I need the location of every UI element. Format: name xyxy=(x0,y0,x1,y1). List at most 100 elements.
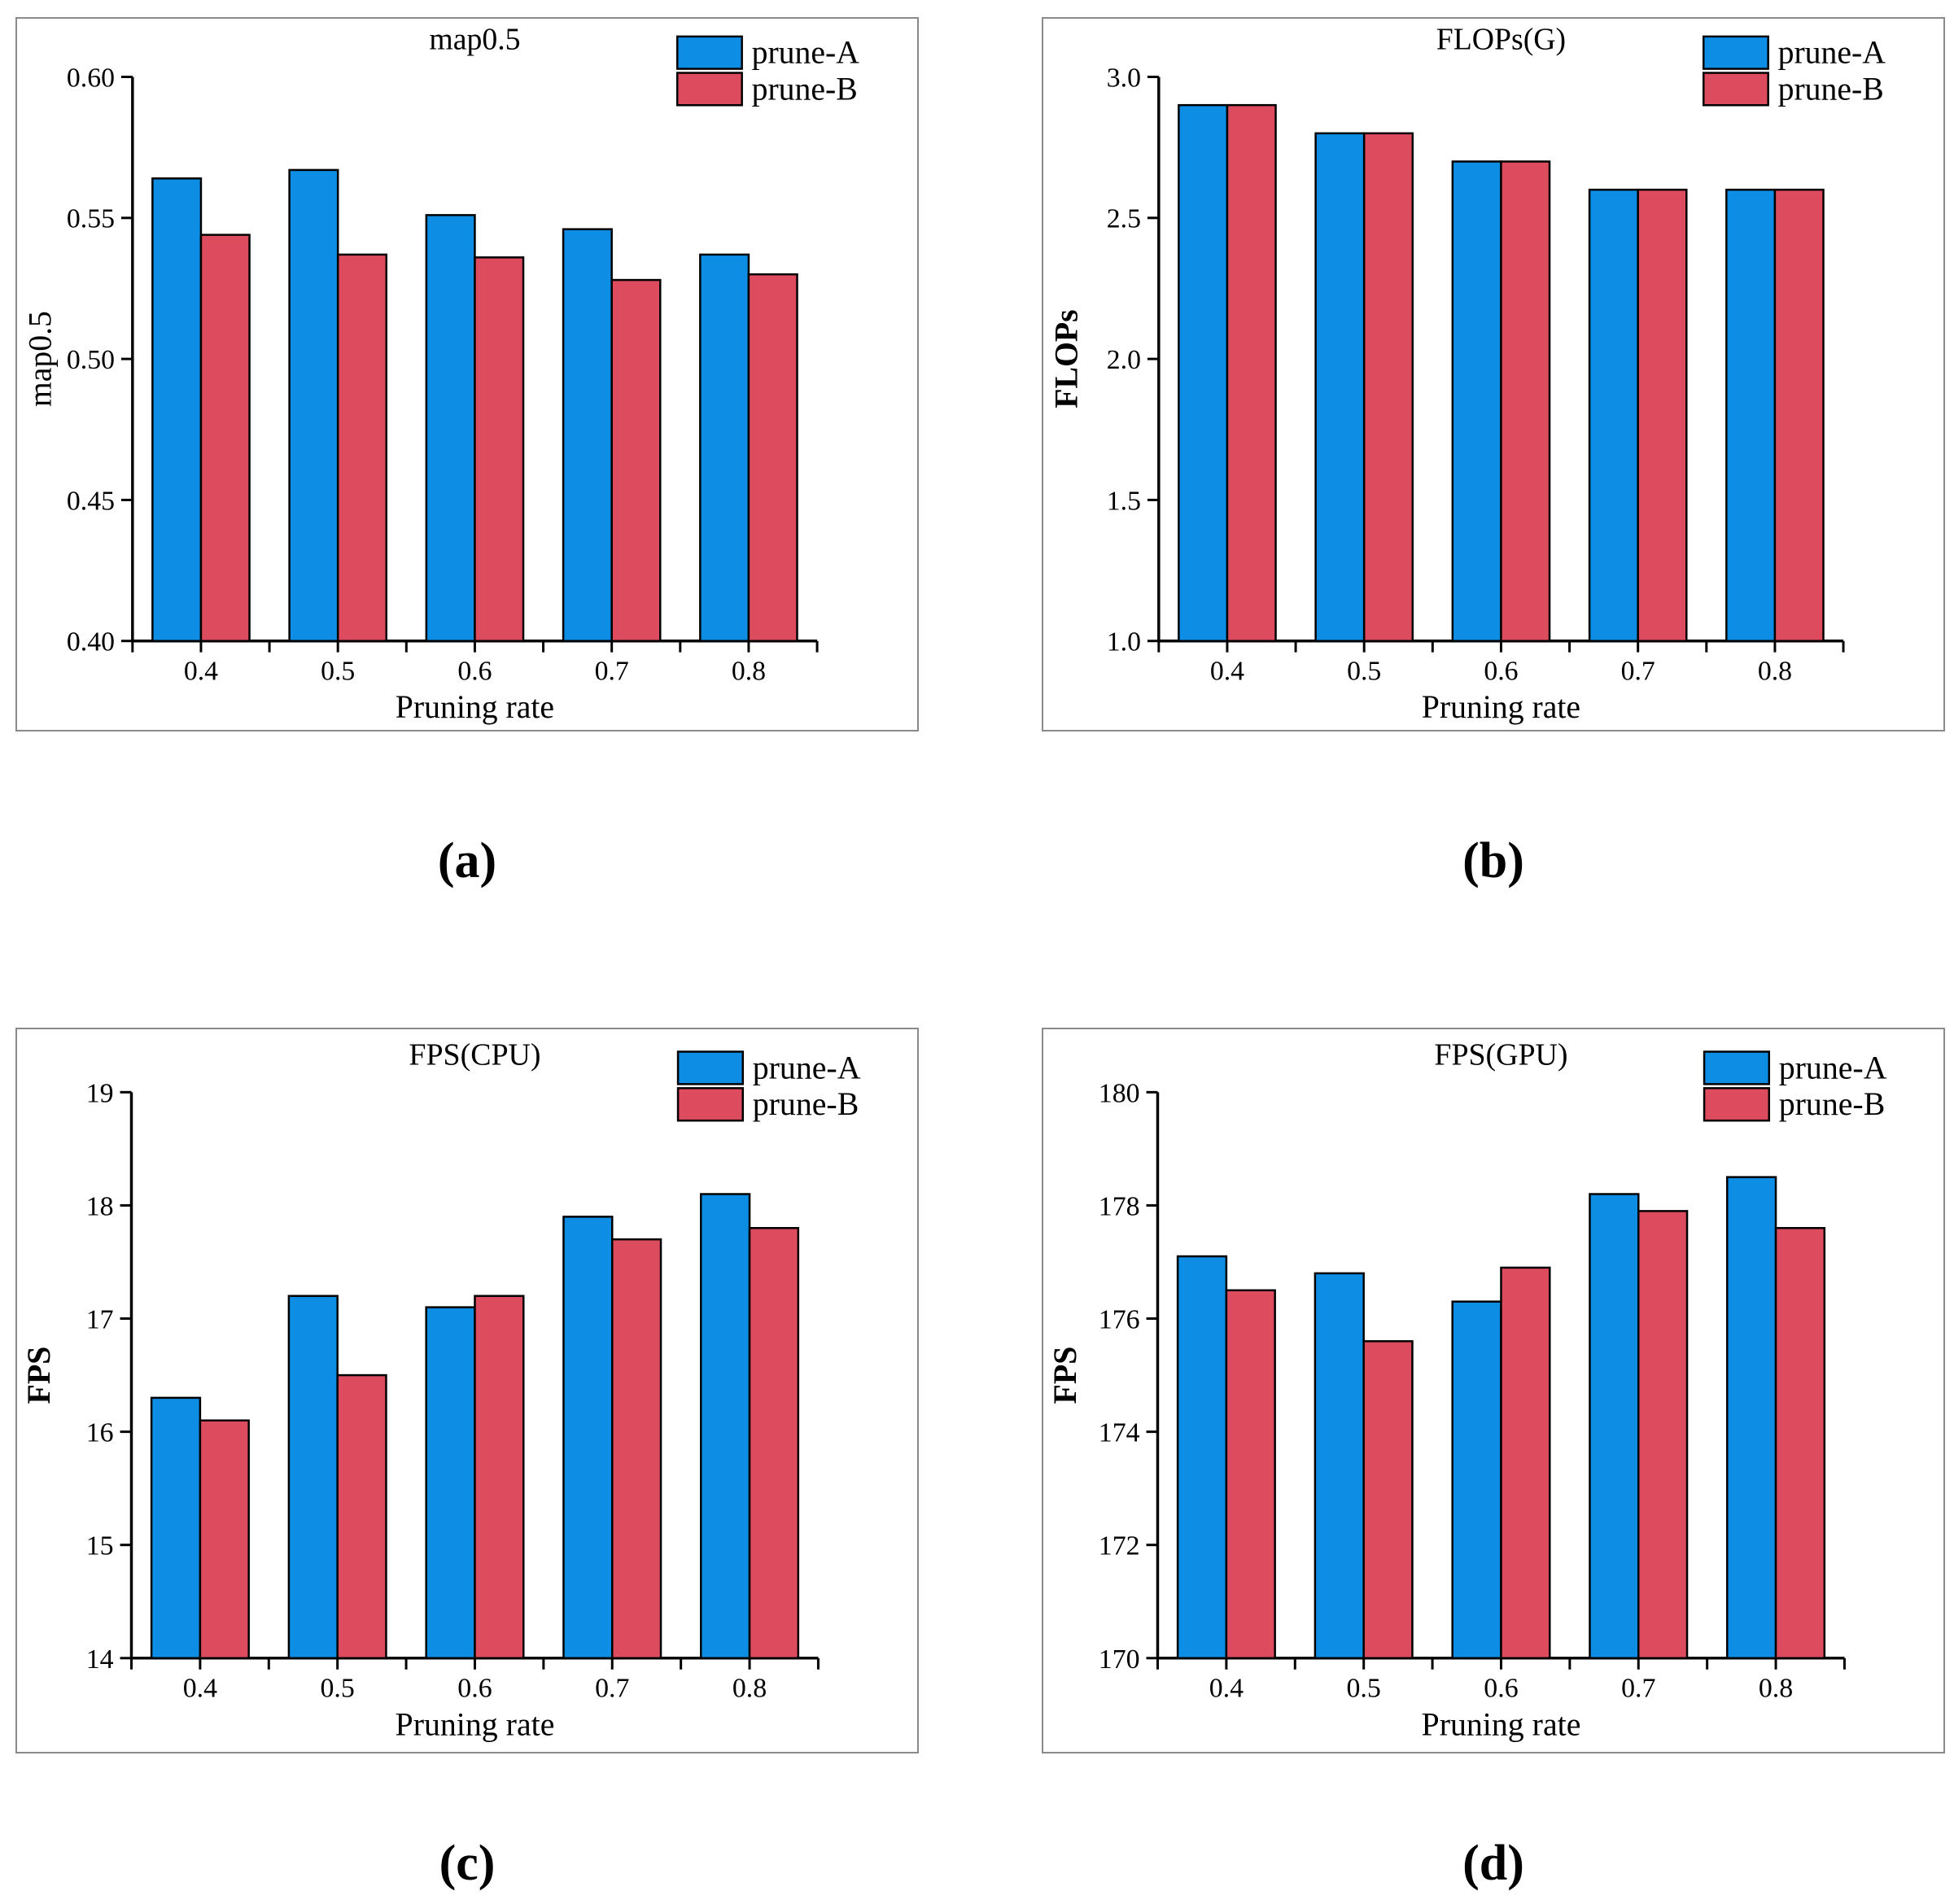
caption-c: (c) xyxy=(439,1835,496,1891)
bar-a-prune-B-0.6 xyxy=(474,256,525,642)
y-tick-label: 1.5 xyxy=(1107,486,1141,516)
chart-title: FLOPs(G) xyxy=(1436,23,1566,57)
y-axis-label: FPS xyxy=(1047,1347,1083,1404)
bar-a-prune-A-0.5 xyxy=(288,168,339,642)
caption-a: (a) xyxy=(437,832,497,889)
y-axis-label: map0.5 xyxy=(23,311,59,407)
chart-panel-b: FLOPs(G) 1.0 1.5 2.0 2.5 3.0 0.4 0.5 0.6 0.7 0.8 Pr… xyxy=(1042,17,1945,731)
legend-label-prune-A: prune-A xyxy=(1778,35,1886,71)
x-tick-label: 0.4 xyxy=(1209,1674,1244,1704)
bar-b-prune-B-0.4 xyxy=(1226,103,1277,642)
bar-b-prune-B-0.5 xyxy=(1362,132,1414,642)
bar-a-prune-A-0.8 xyxy=(699,253,750,642)
bar-c-prune-A-0.6 xyxy=(425,1306,476,1660)
caption-b: (b) xyxy=(1462,832,1524,889)
bar-d-prune-A-0.8 xyxy=(1726,1176,1777,1660)
y-tick-label: 0.50 xyxy=(67,345,115,375)
bar-d-prune-B-0.5 xyxy=(1362,1340,1414,1660)
x-tick-label: 0.4 xyxy=(184,656,218,686)
y-tick-label: 2.5 xyxy=(1107,204,1141,234)
legend-swatch-prune-B xyxy=(1702,72,1769,107)
chart-panel-c: FPS(CPU) 14 15 16 17 18 19 0.4 0.5 0.6 0.7 0.8 Pruni… xyxy=(15,1028,919,1753)
x-axis-label: Pruning rate xyxy=(1422,1705,1581,1742)
bar-c-prune-B-0.6 xyxy=(474,1295,525,1660)
bar-a-prune-A-0.4 xyxy=(151,177,203,642)
bar-chart-map05: map0.5 0.40 0.45 0.50 0.55 0.60 0.4 0.5 0.6 0.7 0.… xyxy=(23,23,860,725)
y-tick-label: 19 xyxy=(86,1078,114,1108)
bar-b-prune-B-0.8 xyxy=(1773,188,1825,642)
x-tick-label: 0.5 xyxy=(321,1674,355,1704)
bar-b-prune-B-0.7 xyxy=(1637,188,1688,642)
y-tick-label: 0.40 xyxy=(67,627,115,657)
bar-d-prune-B-0.8 xyxy=(1774,1226,1826,1660)
legend-swatch-prune-B xyxy=(676,1087,745,1122)
legend-swatch-prune-A xyxy=(676,1050,745,1085)
bar-d-prune-B-0.7 xyxy=(1637,1210,1689,1660)
bar-c-prune-A-0.8 xyxy=(700,1193,751,1660)
y-tick-label: 0.60 xyxy=(67,63,115,93)
legend-label-prune-B: prune-B xyxy=(753,1085,859,1122)
bar-a-prune-B-0.8 xyxy=(747,273,798,642)
bar-c-prune-B-0.7 xyxy=(611,1238,662,1660)
y-tick-label: 14 xyxy=(86,1644,114,1675)
x-tick-label: 0.8 xyxy=(1759,1674,1793,1704)
bar-c-prune-A-0.4 xyxy=(150,1396,202,1660)
legend-label-prune-A: prune-A xyxy=(753,1049,861,1085)
chart-title: FPS(CPU) xyxy=(409,1037,540,1072)
y-tick-label: 3.0 xyxy=(1107,63,1141,93)
y-tick-label: 17 xyxy=(86,1304,114,1334)
y-tick-label: 15 xyxy=(86,1531,114,1561)
x-tick-label: 0.6 xyxy=(457,1674,492,1704)
legend-swatch-prune-A xyxy=(1703,1050,1771,1085)
legend-swatch-prune-A xyxy=(1702,35,1769,70)
legend-swatch-prune-B xyxy=(1703,1087,1771,1122)
bar-c-prune-B-0.5 xyxy=(336,1373,387,1660)
bar-a-prune-A-0.7 xyxy=(562,228,613,642)
bar-a-prune-B-0.5 xyxy=(336,253,388,642)
chart-panel-a: map0.5 0.40 0.45 0.50 0.55 0.60 0.4 0.5 0.6 0.7 0.… xyxy=(15,17,919,731)
y-tick-label: 180 xyxy=(1099,1078,1140,1108)
x-tick-label: 0.7 xyxy=(1621,1674,1655,1704)
y-axis-label: FPS xyxy=(20,1347,57,1404)
x-tick-label: 0.7 xyxy=(595,656,629,686)
bar-b-prune-B-0.6 xyxy=(1500,160,1551,642)
legend-label-prune-B: prune-B xyxy=(752,71,858,107)
bar-b-prune-A-0.4 xyxy=(1178,103,1229,642)
bar-d-prune-A-0.5 xyxy=(1314,1272,1365,1660)
bar-d-prune-A-0.4 xyxy=(1176,1255,1228,1660)
bar-a-prune-B-0.7 xyxy=(610,278,662,642)
bar-c-prune-A-0.7 xyxy=(562,1216,614,1660)
bar-chart-flops: FLOPs(G) 1.0 1.5 2.0 2.5 3.0 0.4 0.5 0.6 0.7 0.8 Pr… xyxy=(1049,23,1886,725)
y-tick-label: 178 xyxy=(1099,1191,1140,1221)
chart-title: map0.5 xyxy=(429,23,520,57)
caption-d: (d) xyxy=(1462,1835,1524,1891)
y-axis-label: FLOPs xyxy=(1049,309,1085,408)
x-axis-label: Pruning rate xyxy=(1422,689,1580,725)
x-axis-label: Pruning rate xyxy=(396,1705,555,1742)
x-tick-label: 0.8 xyxy=(732,1674,767,1704)
y-tick-label: 174 xyxy=(1099,1418,1140,1448)
x-tick-label: 0.7 xyxy=(1621,656,1655,686)
y-tick-label: 170 xyxy=(1099,1644,1140,1675)
bar-b-prune-A-0.7 xyxy=(1588,188,1639,642)
x-tick-label: 0.5 xyxy=(1347,656,1381,686)
x-tick-label: 0.5 xyxy=(1347,1674,1381,1704)
bar-a-prune-A-0.6 xyxy=(425,214,476,642)
legend-label-prune-B: prune-B xyxy=(1779,1085,1886,1122)
bar-b-prune-A-0.6 xyxy=(1451,160,1502,642)
y-tick-label: 0.45 xyxy=(67,486,115,516)
chart-panel-d: FPS(GPU) 170 172 174 176 178 180 0.4 0.5 0.6 0.7 0.… xyxy=(1042,1028,1945,1753)
legend-label-prune-B: prune-B xyxy=(1778,71,1884,107)
x-tick-label: 0.5 xyxy=(321,656,355,686)
y-tick-label: 0.55 xyxy=(67,204,115,234)
y-tick-label: 16 xyxy=(86,1418,114,1448)
bar-chart-fps-gpu: FPS(GPU) 170 172 174 176 178 180 0.4 0.5 0.6 0.7 0.… xyxy=(1047,1037,1887,1742)
y-tick-label: 2.0 xyxy=(1107,345,1141,375)
legend-label-prune-A: prune-A xyxy=(752,35,860,71)
x-tick-label: 0.8 xyxy=(1758,656,1792,686)
legend-swatch-prune-A xyxy=(675,35,743,70)
